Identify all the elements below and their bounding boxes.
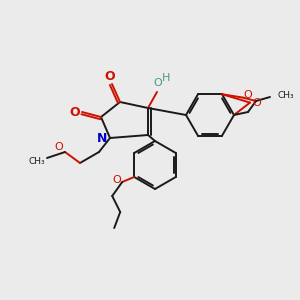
Text: O: O xyxy=(253,98,261,108)
Text: O: O xyxy=(244,90,252,100)
Text: H: H xyxy=(162,73,170,83)
Text: CH₃: CH₃ xyxy=(278,91,295,100)
Text: CH₃: CH₃ xyxy=(29,158,45,166)
Text: O: O xyxy=(154,78,162,88)
Text: O: O xyxy=(113,175,122,185)
Text: N: N xyxy=(97,133,107,146)
Text: O: O xyxy=(55,142,63,152)
Text: O: O xyxy=(70,106,80,118)
Text: O: O xyxy=(105,70,115,83)
